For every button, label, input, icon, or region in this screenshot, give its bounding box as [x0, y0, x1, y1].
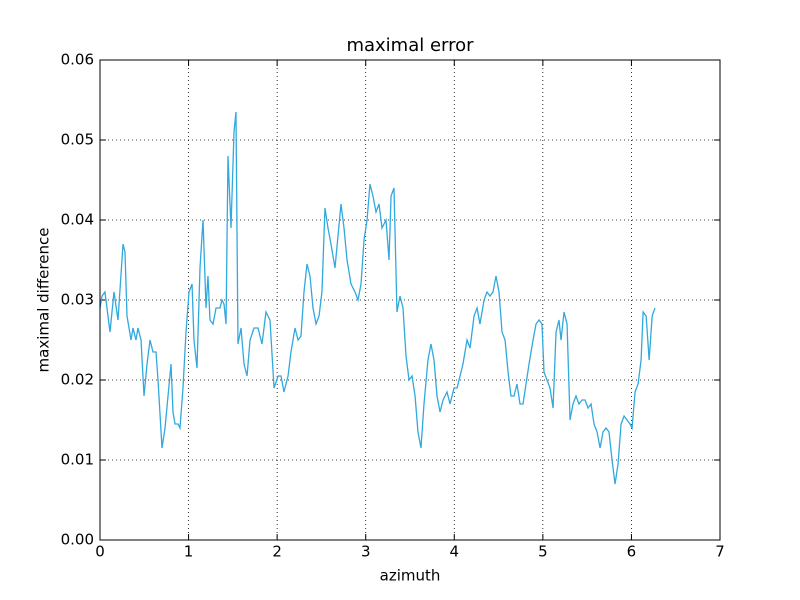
y-tick-label: 0.01: [61, 451, 94, 469]
x-axis-label: azimuth: [380, 567, 441, 585]
y-tick-label: 0.06: [61, 51, 94, 69]
plot-frame: [99, 59, 721, 541]
x-tick-label: 7: [715, 543, 725, 561]
x-tick-label: 0: [95, 543, 105, 561]
y-tick-label: 0.00: [61, 531, 94, 549]
y-tick-label: 0.04: [61, 211, 94, 229]
x-tick-label: 5: [538, 543, 548, 561]
data-line: [99, 111, 656, 485]
y-tick-label: 0.02: [61, 371, 94, 389]
y-axis-label: maximal difference: [35, 228, 53, 373]
x-tick-label: 2: [272, 543, 282, 561]
x-tick-label: 1: [184, 543, 194, 561]
x-tick-label: 3: [361, 543, 371, 561]
y-tick-label: 0.05: [61, 131, 94, 149]
chart-title: maximal error: [346, 35, 474, 56]
x-tick-label: 6: [627, 543, 637, 561]
y-tick-label: 0.03: [61, 291, 94, 309]
x-tick-label: 4: [450, 543, 460, 561]
